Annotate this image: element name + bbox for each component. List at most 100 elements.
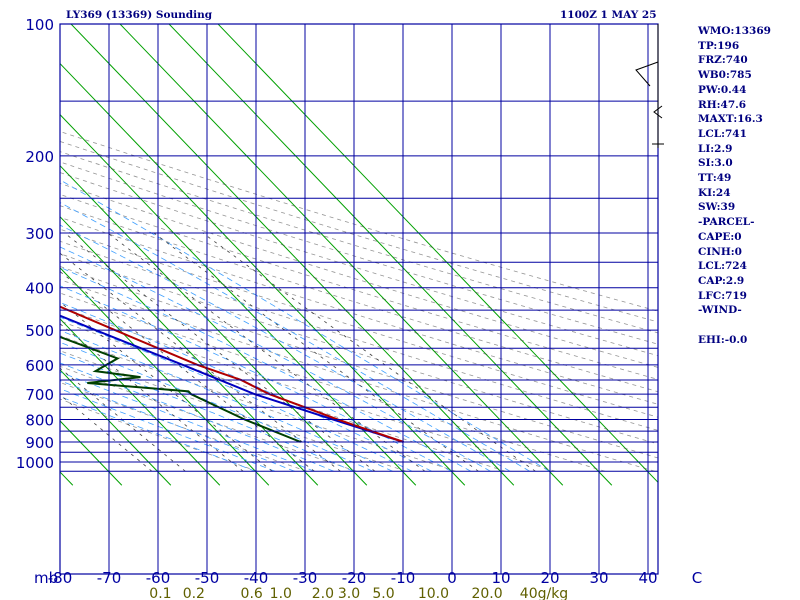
pressure-tick-label: 100	[25, 16, 54, 34]
stats-panel: WMO:13369 TP:196 FRZ:740 WB0:785 PW:0.44 RH:4…	[698, 24, 798, 347]
dry-adiabat-line	[60, 205, 658, 393]
mixing-ratio-label: 3.0	[338, 586, 360, 600]
mixing-ratio-label: 0.1	[149, 586, 171, 600]
stat-line: -PARCEL-	[698, 216, 755, 229]
mixing-ratio-line	[60, 271, 315, 472]
dry-adiabat-line	[60, 216, 658, 405]
mixing-ratio-line	[153, 232, 479, 472]
stat-line: MAXT:16.3	[698, 113, 763, 126]
pressure-tick-label: 300	[25, 225, 54, 243]
dry-adiabat-line	[60, 292, 606, 472]
stat-line: CAP:2.9	[698, 274, 745, 287]
moist-adiabat-line	[60, 341, 374, 472]
dry-adiabat-line	[60, 240, 658, 431]
mixing-ratio-label: 40g/kg	[520, 586, 568, 600]
stat-line: LI:2.9	[698, 142, 733, 155]
moist-adiabat-line	[60, 202, 531, 472]
wind-barb	[653, 105, 663, 119]
isotherm-line	[60, 267, 270, 486]
dry-adiabat-line	[60, 350, 407, 472]
dry-adiabat-line	[60, 182, 658, 368]
pressure-tick-label: 400	[25, 280, 54, 298]
isotherm-line	[60, 113, 417, 486]
moist-adiabat-line	[60, 302, 432, 472]
stat-line: KI:24	[698, 186, 731, 199]
wind-barb	[635, 61, 659, 87]
stat-line: TP:196	[698, 39, 740, 52]
stat-line: TT:49	[698, 172, 732, 185]
moist-adiabat-line	[60, 285, 452, 472]
grid-layer	[60, 24, 658, 486]
moist-adiabat-line	[60, 316, 413, 472]
parcel-profile-line	[60, 314, 404, 443]
stat-line: WMO:13369	[698, 25, 771, 37]
stat-line: LFC:719	[698, 289, 747, 302]
temperature-tick-label: -80	[48, 569, 73, 587]
stat-line: SW:39	[698, 201, 736, 214]
moist-adiabat-line	[60, 388, 276, 472]
moist-adiabat-line	[60, 330, 393, 472]
stat-line: CINH:0	[698, 245, 742, 258]
moist-adiabat-line	[60, 396, 256, 472]
isotherm-line	[60, 318, 221, 486]
stat-line: PW:0.44	[698, 83, 747, 96]
dry-adiabat-line	[60, 320, 506, 472]
stat-line: -WIND-	[698, 304, 742, 317]
pressure-tick-label: 600	[25, 357, 54, 375]
dry-adiabat-line	[60, 266, 658, 459]
temperature-tick-label: -10	[391, 569, 416, 587]
mixing-ratio-label: 5.0	[372, 586, 394, 600]
isotherm-line	[168, 24, 613, 486]
mixing-ratio-line	[60, 394, 153, 472]
pressure-tick-label: 900	[25, 434, 54, 452]
isotherm-line	[60, 215, 319, 486]
mixing-ratio-label: 0.2	[183, 586, 205, 600]
plot-frame	[59, 23, 659, 575]
isotherm-line	[60, 62, 466, 486]
temperature-tick-label: -30	[293, 569, 318, 587]
temperature-tick-label: C	[692, 569, 702, 587]
isotherm-line	[217, 24, 658, 484]
dewpoint-profile-line	[60, 335, 302, 443]
temperature-tick-label: 40	[638, 569, 657, 587]
temperature-tick-label: 0	[447, 569, 457, 587]
station-title: LY369 (13369) Sounding	[66, 9, 213, 21]
dry-adiabat-line	[60, 382, 308, 472]
pressure-tick-label: 700	[25, 386, 54, 404]
stat-line: WB0:785	[698, 69, 752, 82]
wind-barbs	[635, 24, 664, 148]
pressure-tick-label: 800	[25, 412, 54, 430]
stat-line: RH:47.6	[698, 98, 747, 111]
stat-line: LCL:741	[698, 127, 747, 140]
stat-line: FRZ:740	[698, 54, 748, 67]
moist-adiabat-line	[60, 224, 511, 472]
temperature-tick-label: -50	[195, 569, 220, 587]
dry-adiabat-line	[60, 193, 658, 380]
temperature-tick-label: -40	[244, 569, 269, 587]
dry-adiabat-line	[60, 151, 658, 334]
mixing-ratio-line	[107, 232, 426, 472]
isotherm-line	[60, 369, 172, 486]
pressure-unit-label: mb	[34, 569, 58, 587]
dry-adiabat-line	[60, 253, 658, 445]
stat-line: LCL:724	[698, 260, 747, 273]
moist-adiabat-line	[60, 246, 491, 472]
mixing-ratio-line	[64, 232, 376, 472]
mixing-ratio-label: 10.0	[418, 586, 449, 600]
dry-adiabat-line	[60, 228, 658, 418]
stat-line: CAPE:0	[698, 230, 742, 243]
dry-adiabat-line	[60, 365, 357, 472]
pressure-tick-label: 200	[25, 148, 54, 166]
dry-adiabat-line	[60, 161, 658, 345]
dry-adiabat-line	[60, 279, 655, 472]
pressure-tick-label: 1000	[16, 454, 54, 472]
dry-adiabat-line	[60, 398, 258, 472]
temperature-tick-label: -60	[146, 569, 171, 587]
dry-adiabat-line	[60, 172, 658, 357]
moist-adiabat-line	[60, 179, 550, 472]
dry-adiabat-line	[60, 131, 658, 312]
temperature-tick-label: -70	[97, 569, 122, 587]
frame-layer	[59, 23, 659, 575]
